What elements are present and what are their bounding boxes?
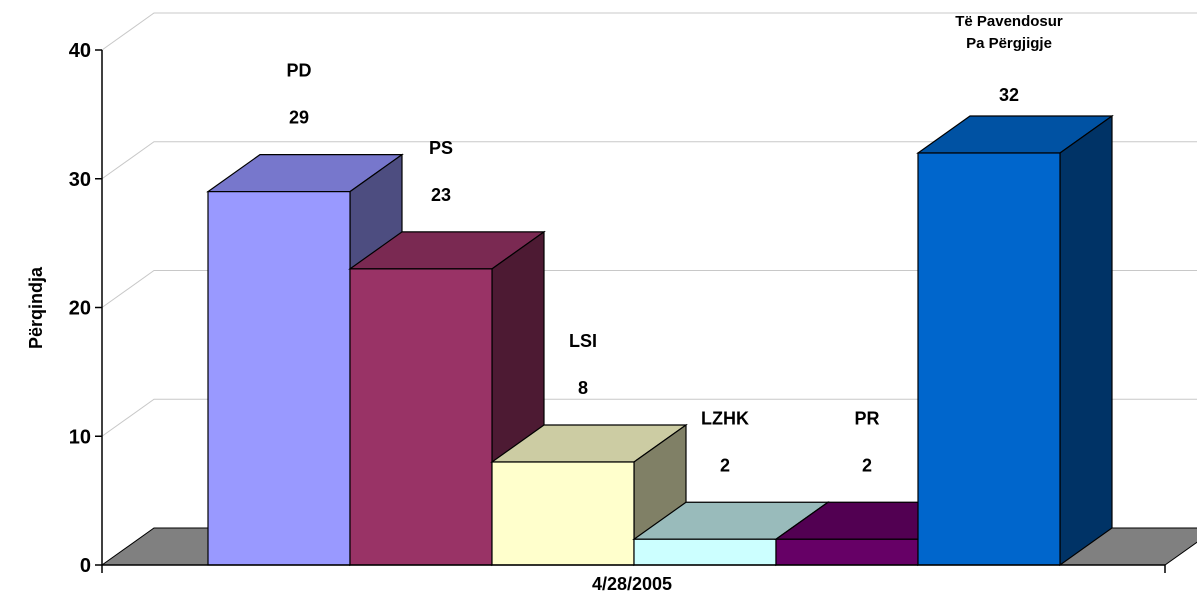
series-label: PD [286,61,311,81]
series-label: PR [854,408,879,428]
series-label: Pa Përgjigje [966,35,1052,52]
value-label: 2 [862,455,872,475]
value-label: 23 [431,185,451,205]
bars [206,114,1114,567]
bar-front-face [491,461,635,566]
value-label: 32 [999,85,1019,105]
y-tick-label: 0 [80,555,91,577]
y-tick-label: 10 [69,426,91,448]
gridline [101,270,1197,308]
bar-front-face [349,268,493,566]
y-tick-label: 40 [69,40,91,62]
data-labels: PD 29 PS 23 LSI 8 LZHK 2 PR 2 Të Pavendosur Pa Përg… [286,13,1062,475]
series-label: LZHK [701,408,749,428]
series-label: PS [429,138,453,158]
gridline [101,398,1197,437]
series-label: Të Pavendosur [955,13,1063,30]
bar-front-face [207,191,351,566]
value-label: 8 [578,378,588,398]
series-label: LSI [569,331,597,351]
axes: 0 10 20 30 40 [69,40,1166,577]
x-axis-title: 4/28/2005 [592,574,672,594]
bar-front-face [633,538,777,566]
y-tick-label: 20 [69,298,91,320]
value-label: 2 [720,455,730,475]
value-label: 29 [289,108,309,128]
bar-front-face [917,152,1061,566]
y-tick-label: 30 [69,169,91,191]
y-axis-title: Përqindja [26,266,46,349]
bar-t-pavendosur-pa-p-rgjigje [916,114,1114,567]
gridline [101,12,1197,51]
gridline [101,141,1197,180]
bar-front-face [775,538,919,566]
bar-side-face [1059,114,1113,567]
